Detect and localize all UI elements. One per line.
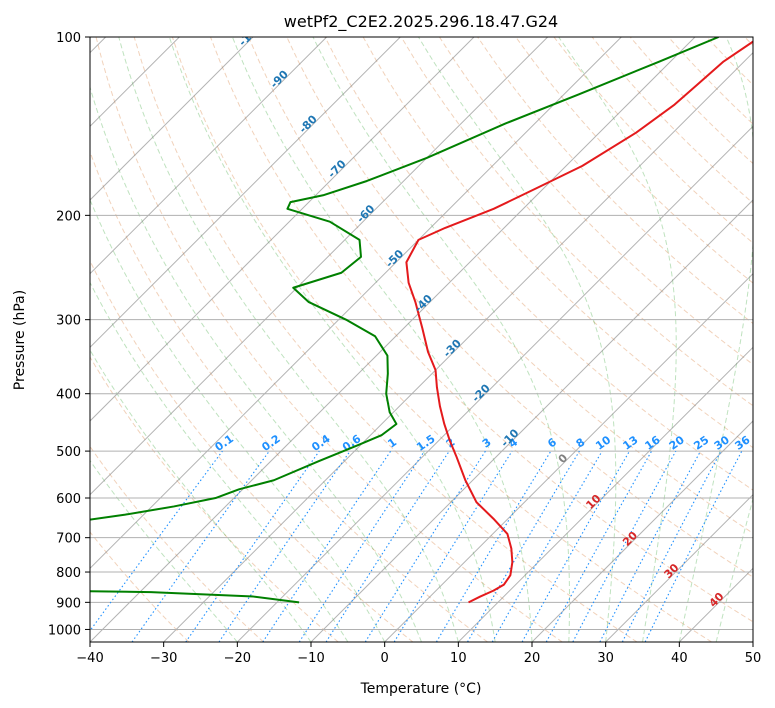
x-tick-label: 40: [671, 651, 688, 666]
pressure-gridlines: [90, 37, 753, 630]
isotherm-line: [90, 37, 475, 422]
x-tick-label: 0: [381, 651, 389, 666]
moist-adiabat-line: [678, 37, 753, 642]
dry-adiabat-line: [90, 150, 488, 642]
mixing-ratio-line: [521, 450, 630, 642]
mixing-ratio-line: [572, 450, 677, 642]
isotherm-line: [457, 346, 753, 642]
mixing-ratio-line: [185, 450, 320, 642]
moist-adiabat-line: [558, 37, 677, 642]
mixing-ratio-line: [218, 450, 351, 642]
isotherm-line: [531, 420, 753, 642]
mixing-ratio-line: [644, 450, 743, 642]
x-tick-label: −30: [150, 651, 177, 666]
moist-adiabat-line: [418, 37, 617, 642]
dry-adiabat-line: [515, 37, 753, 284]
isotherm-line: [90, 37, 622, 570]
isotherm-line: [605, 493, 753, 642]
dry-adiabat-line: [324, 37, 753, 491]
x-tick-label: 10: [450, 651, 467, 666]
moist-adiabat-line: [168, 37, 496, 642]
moist-adiabat-line: [118, 37, 459, 642]
mixing-ratio-line: [90, 450, 223, 632]
sounding-profiles: [90, 37, 753, 604]
dry-adiabat-line: [210, 37, 753, 623]
y-tick-label: 400: [56, 388, 81, 403]
isotherm-line: [163, 51, 753, 642]
dry-adiabat-line: [439, 37, 753, 366]
moist-adiabat-line: [90, 198, 386, 642]
dry-adiabat-line: [90, 445, 264, 642]
moist-adiabat-line: [231, 37, 533, 642]
axes: −40 −30 −20 −10 0 10 20 30 40 50 100 200 300 400 500 60…: [48, 31, 761, 666]
mixing-ratio-line: [545, 450, 653, 642]
isotherm-line: [90, 37, 401, 349]
mixing-ratio-line: [262, 450, 392, 642]
x-tick-label: 20: [524, 651, 541, 666]
plot-background: [90, 37, 753, 642]
moist-adiabat-line: [90, 459, 238, 642]
chart-title: wetPf2_C2E2.2025.296.18.47.G24: [284, 12, 558, 32]
isotherm-label: -100: [236, 20, 265, 49]
mixing-ratio-line: [131, 450, 270, 642]
x-tick-label: 50: [745, 651, 762, 666]
temperature-profile-line: [405, 40, 753, 604]
dry-adiabats: [90, 37, 753, 642]
x-tick-label: −20: [224, 651, 251, 666]
x-axis-label: Temperature (°C): [360, 681, 482, 697]
dry-adiabat-line: [400, 37, 753, 407]
moist-adiabat-line: [312, 37, 570, 642]
isotherm-line: [384, 272, 753, 642]
plot-frame: [89, 36, 754, 643]
x-tick-label: −40: [76, 651, 103, 666]
isotherm-line: [90, 37, 549, 496]
y-tick-label: 600: [56, 492, 81, 507]
moist-adiabat-line: [715, 497, 753, 642]
isotherm-line: [236, 125, 753, 642]
y-tick-label: 200: [56, 209, 81, 224]
y-tick-label: 1000: [48, 623, 81, 638]
y-tick-label: 100: [56, 31, 81, 46]
isotherm-line: [90, 37, 254, 201]
isotherm-line: [310, 199, 753, 642]
dry-adiabat-line: [171, 37, 712, 642]
dry-adiabat-line: [90, 356, 339, 642]
y-axis-label: Pressure (hPa): [12, 290, 28, 390]
moist-adiabat-line: [90, 281, 349, 642]
dry-adiabat-line: [95, 37, 563, 642]
isotherm-line: [752, 641, 753, 642]
y-tick-label: 500: [56, 445, 81, 460]
isotherms: [90, 37, 753, 642]
dry-adiabat-line: [248, 37, 753, 578]
dry-adiabat-line: [133, 37, 638, 642]
y-tick-label: 700: [56, 532, 81, 547]
y-tick-label: 800: [56, 566, 81, 581]
mixing-ratio-line: [393, 450, 513, 642]
mixing-ratio-line: [298, 450, 425, 642]
x-tick-label: −10: [297, 651, 324, 666]
dry-adiabat-line: [90, 531, 190, 642]
moist-adiabats: [90, 37, 753, 642]
dewpoint-profile-line: [90, 37, 719, 604]
isotherm-line: [90, 37, 328, 275]
y-tick-label: 300: [56, 314, 81, 329]
y-tick-label: 900: [56, 596, 81, 611]
mixing-ratio-line: [325, 450, 450, 642]
x-tick-label: 30: [597, 651, 614, 666]
isotherm-line: [90, 37, 696, 642]
